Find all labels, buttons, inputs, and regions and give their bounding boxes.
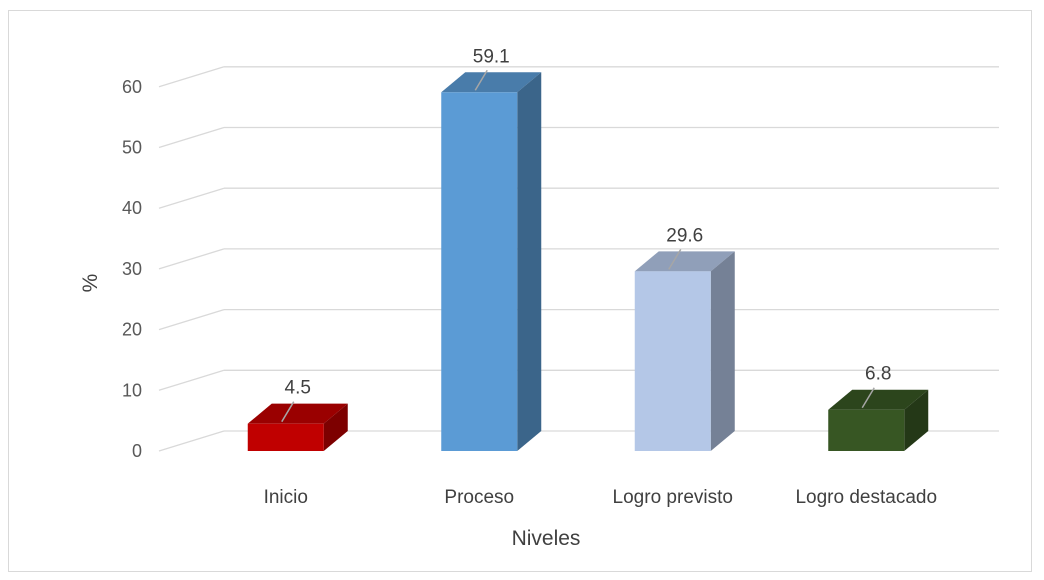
- y-tick-label: 10: [122, 380, 142, 400]
- gridline-diagonal: [158, 126, 225, 149]
- gridline-diagonal: [158, 369, 225, 391]
- y-axis-ticks: 0 10 20 30 40 50 60: [122, 77, 142, 461]
- x-axis-categories: Inicio Proceso Logro previsto Logro destaca…: [264, 487, 937, 508]
- data-label: 29.6: [666, 225, 703, 246]
- data-label-leader: [861, 387, 875, 409]
- bar-top-face: [441, 72, 542, 93]
- bar-front-face: [634, 271, 711, 451]
- chart-frame: 0 10 20 30 40 50 60 4.5 59.1 29.6 6.8 Inicio Proce…: [8, 10, 1032, 572]
- y-tick-label: 60: [122, 77, 142, 97]
- gridline-diagonal: [158, 248, 225, 270]
- bar-top-face: [247, 403, 348, 424]
- gridlines: [158, 66, 999, 452]
- data-label-leader: [281, 401, 295, 423]
- bar-side-face: [517, 72, 542, 451]
- y-tick-label: 50: [122, 138, 142, 158]
- gridline-diagonal: [158, 430, 225, 452]
- gridline-diagonal: [158, 187, 225, 209]
- data-label: 4.5: [285, 378, 311, 399]
- bar-side-face: [323, 403, 348, 451]
- x-category-label: Logro destacado: [795, 487, 937, 508]
- bar-front-face: [441, 92, 518, 451]
- x-category-label: Proceso: [444, 487, 514, 508]
- bar-side-face: [710, 251, 735, 451]
- y-tick-label: 40: [122, 198, 142, 218]
- data-label: 59.1: [473, 46, 510, 67]
- bar-2: 59.1: [441, 46, 542, 451]
- bar-4: 6.8: [828, 364, 929, 451]
- bars: 4.5 59.1 29.6 6.8: [247, 46, 929, 451]
- y-axis-title: %: [79, 274, 102, 293]
- y-tick-label: 30: [122, 259, 142, 279]
- x-category-label: Inicio: [264, 487, 308, 508]
- bar-1: 4.5: [247, 378, 348, 451]
- gridline-diagonal: [158, 66, 225, 88]
- bar-top-face: [634, 251, 735, 272]
- gridline-diagonal: [158, 308, 225, 331]
- data-label-leader: [474, 69, 488, 91]
- data-label-leader: [668, 248, 682, 270]
- data-label: 6.8: [865, 364, 891, 385]
- bar-front-face: [828, 409, 905, 451]
- bar-side-face: [904, 389, 929, 451]
- x-axis-title: Niveles: [512, 527, 581, 550]
- bar-3: 29.6: [634, 225, 735, 451]
- bar-top-face: [828, 389, 929, 410]
- x-category-label: Logro previsto: [613, 487, 733, 508]
- bar-chart: 0 10 20 30 40 50 60 4.5 59.1 29.6 6.8 Inicio Proce…: [79, 46, 999, 550]
- y-tick-label: 0: [132, 441, 142, 461]
- y-tick-label: 20: [122, 320, 142, 340]
- bar-front-face: [247, 423, 324, 451]
